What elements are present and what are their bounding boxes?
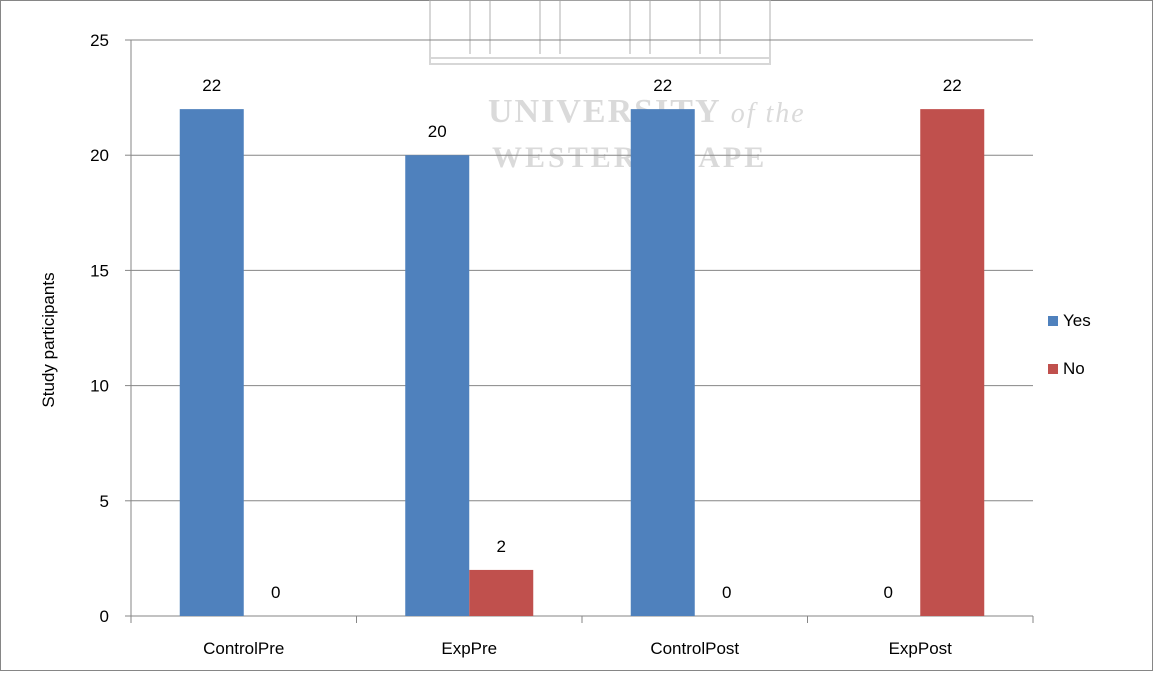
- watermark-line2: WESTERN CAPE: [492, 141, 767, 174]
- y-axis-title: Study participants: [39, 272, 58, 407]
- data-label: 20: [428, 122, 447, 141]
- bar-yes-exppre: [405, 155, 470, 616]
- x-category-label: ExpPost: [889, 639, 953, 658]
- bar-yes-controlpre: [179, 109, 244, 617]
- data-label: 22: [943, 76, 962, 95]
- data-label: 2: [497, 537, 506, 556]
- y-tick-label: 15: [90, 261, 109, 280]
- y-tick-label: 10: [90, 377, 109, 396]
- bar-no-exppost: [920, 109, 985, 617]
- data-labels: ControlPre 22 0 ExpPre 20 2 ControlPost 22 0 ExpP…: [202, 76, 961, 658]
- x-category-label: ControlPost: [650, 639, 739, 658]
- y-tick-label: 0: [100, 607, 109, 626]
- legend-label-no: No: [1063, 359, 1085, 378]
- bar-no-exppre: [469, 569, 534, 616]
- data-label: 22: [653, 76, 672, 95]
- data-label: 0: [884, 583, 893, 602]
- gridlines: [131, 39, 1033, 502]
- x-category-label: ControlPre: [203, 639, 284, 658]
- y-tick-label: 5: [100, 492, 109, 511]
- data-label: 0: [722, 583, 731, 602]
- legend-swatch-no: [1048, 364, 1058, 374]
- y-tick-label: 25: [90, 31, 109, 50]
- legend-swatch-yes: [1048, 316, 1058, 326]
- y-tick-label: 20: [90, 146, 109, 165]
- legend: Yes No: [1048, 311, 1091, 378]
- bar-yes-controlpost: [630, 109, 695, 617]
- university-watermark: UNIVERSITY of the WESTERN CAPE: [429, 0, 804, 174]
- legend-label-yes: Yes: [1063, 311, 1091, 330]
- data-label: 0: [271, 583, 280, 602]
- x-category-label: ExpPre: [441, 639, 497, 658]
- data-label: 22: [202, 76, 221, 95]
- bars: [179, 109, 985, 617]
- watermark-seal-icon: [429, 0, 771, 65]
